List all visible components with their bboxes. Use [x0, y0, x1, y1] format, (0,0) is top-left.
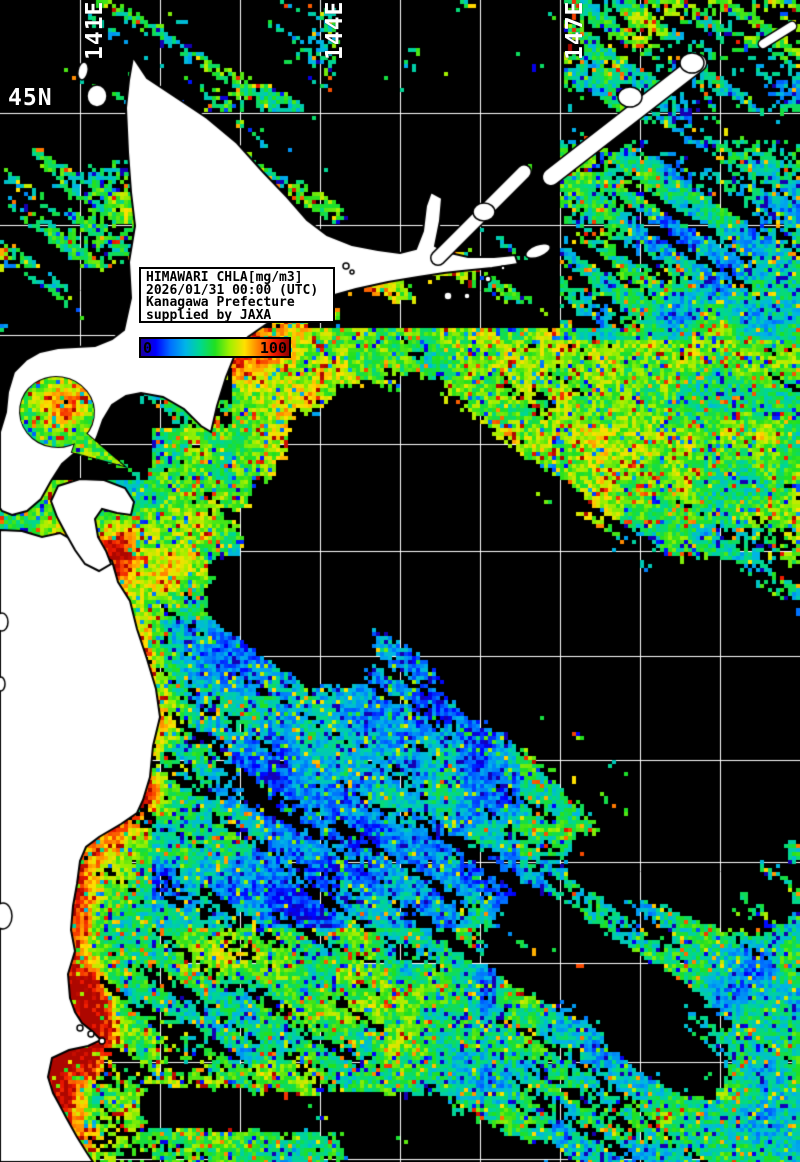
- longitude-label: 144E: [322, 0, 348, 60]
- timestamp: 2026/01/31 00:00 (UTC): [146, 282, 319, 298]
- supplier-line: supplied by JAXA: [146, 307, 272, 323]
- longitude-label: 147E: [562, 0, 588, 60]
- colorbar-max-label: 100: [259, 339, 287, 357]
- colorbar-gradient: [141, 339, 289, 356]
- colorbar-min-label: 0: [143, 339, 153, 357]
- product-title: HIMAWARI CHLA[mg/m3]: [146, 270, 303, 285]
- latitude-label: 45N: [8, 85, 53, 111]
- longitude-label: 141E: [82, 0, 108, 60]
- colorbar: 0 100: [139, 337, 291, 358]
- provider-line: Kanagawa Prefecture: [146, 295, 295, 310]
- data-provenance-box: HIMAWARI CHLA[mg/m3] 2026/01/31 00:00 (U…: [139, 267, 335, 323]
